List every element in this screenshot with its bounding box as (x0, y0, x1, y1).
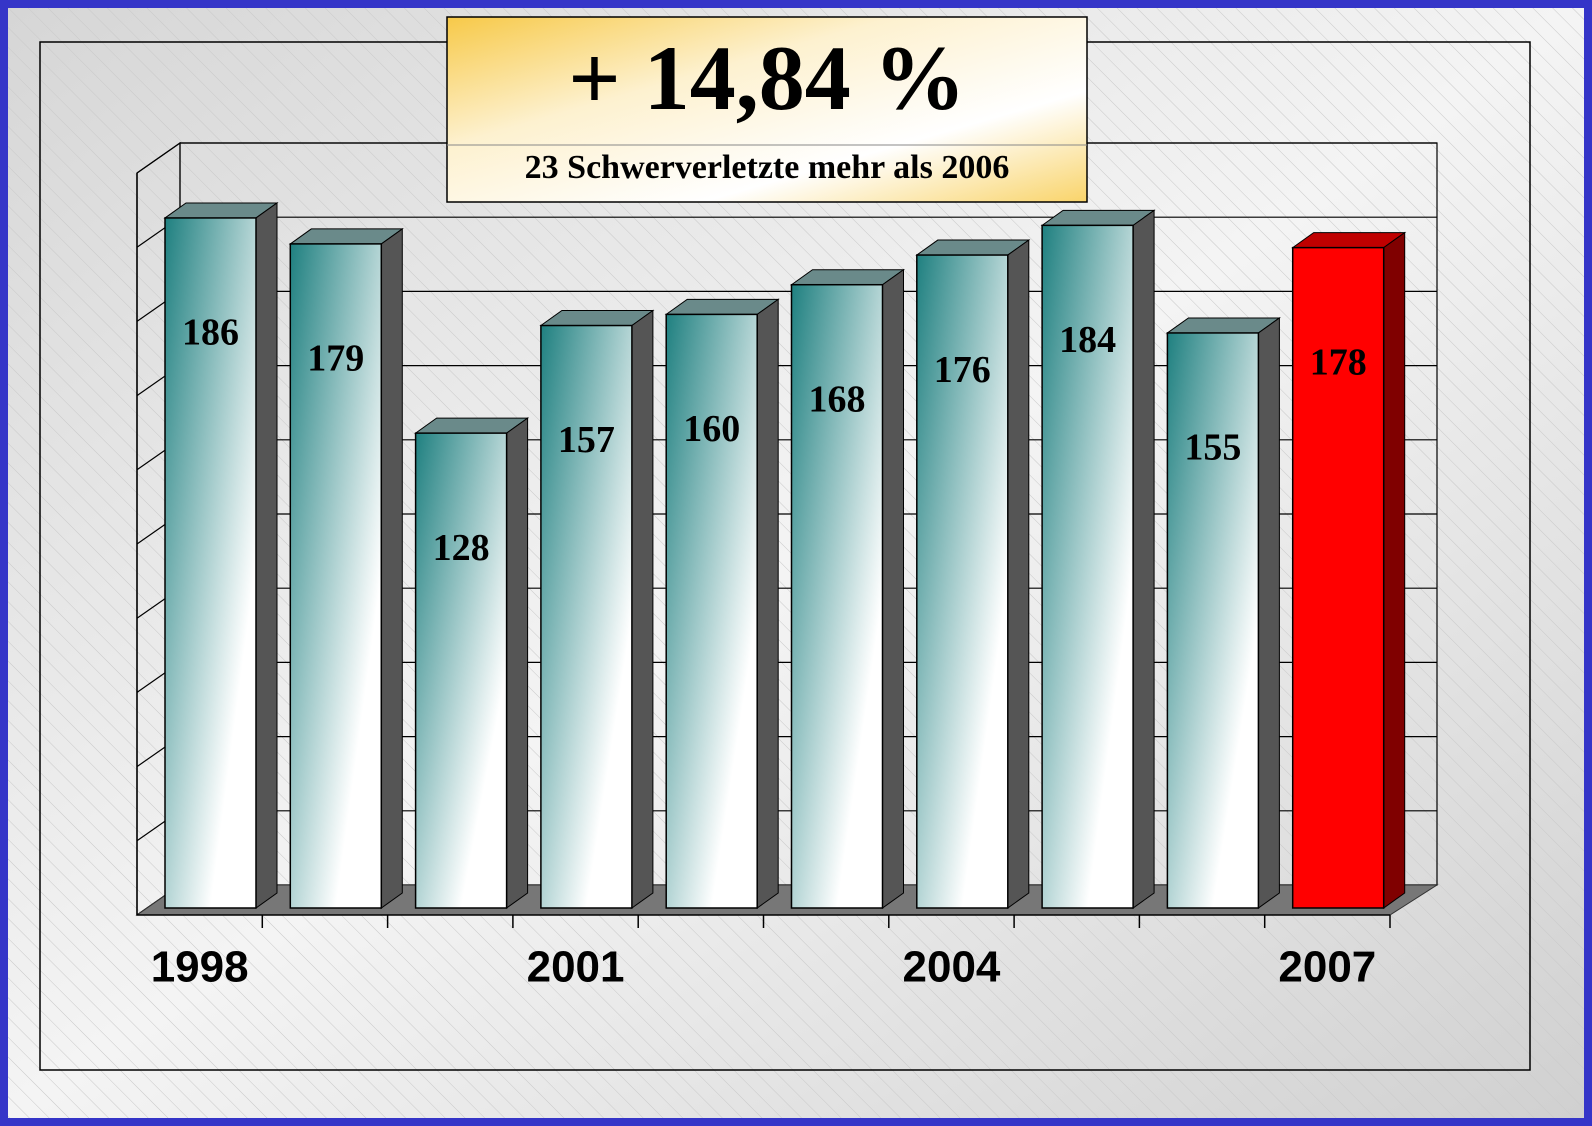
bar-side (1132, 209, 1155, 909)
bar (289, 243, 383, 909)
bar-side (380, 227, 403, 909)
bar-side (631, 309, 654, 909)
bar (790, 283, 884, 909)
side-grid-line (136, 142, 181, 174)
value-label: 160 (683, 408, 740, 450)
bar-side (506, 417, 529, 909)
bar (1291, 246, 1385, 909)
bar-side (1007, 239, 1030, 909)
bar (164, 217, 257, 909)
chart-title: + 14,84 % (568, 27, 965, 129)
x-tick-label: 2001 (527, 943, 625, 992)
bar (540, 324, 633, 909)
bar (665, 313, 758, 909)
value-label: 179 (307, 338, 364, 380)
value-label: 186 (182, 312, 239, 354)
x-tick-label: 2004 (903, 943, 1001, 992)
bar-side (1257, 316, 1280, 909)
value-label: 155 (1184, 427, 1241, 469)
title-box (446, 16, 1088, 203)
bar-side (255, 201, 278, 909)
bar-side (882, 268, 904, 909)
bar-side (756, 298, 779, 909)
bar-side (1383, 231, 1406, 909)
value-label: 176 (934, 349, 991, 391)
value-label: 168 (809, 378, 866, 420)
value-label: 184 (1059, 319, 1116, 361)
value-label: 178 (1310, 341, 1367, 383)
x-tick-label: 2007 (1278, 943, 1376, 992)
chart-subtitle: 23 Schwerverletzte mehr als 2006 (525, 149, 1010, 186)
value-label: 157 (558, 419, 615, 461)
bar (414, 432, 508, 909)
x-tick-label: 1998 (151, 943, 249, 992)
bar (1166, 332, 1260, 909)
bar (1041, 224, 1134, 909)
value-label: 128 (433, 527, 490, 569)
bar (916, 254, 1009, 909)
